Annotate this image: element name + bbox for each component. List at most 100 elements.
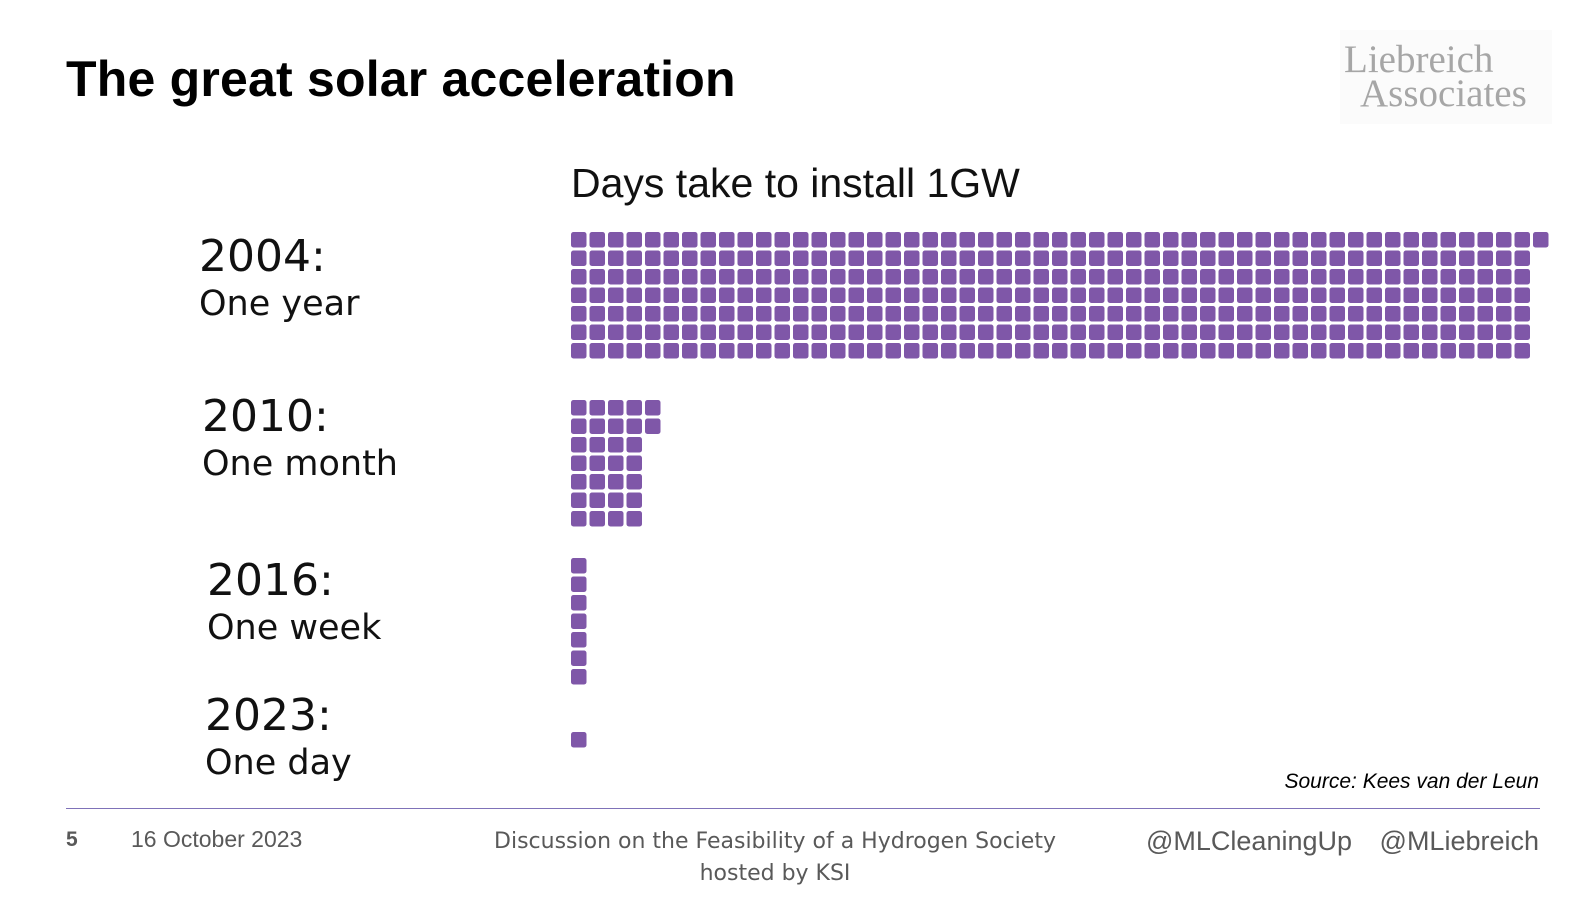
- waffle-day-square: [589, 306, 605, 322]
- waffle-day-square: [719, 306, 735, 322]
- waffle-day-square: [1385, 232, 1401, 248]
- waffle-day-square: [959, 232, 975, 248]
- waffle-day-square: [830, 306, 846, 322]
- waffle-day-square: [1514, 324, 1530, 340]
- waffle-day-square: [700, 250, 716, 266]
- waffle-day-square: [885, 324, 901, 340]
- waffle-day-square: [1292, 269, 1308, 285]
- waffle-day-square: [608, 474, 624, 490]
- waffle-day-square: [626, 324, 642, 340]
- waffle-day-square: [848, 232, 864, 248]
- waffle-day-square: [1218, 324, 1234, 340]
- waffle-day-square: [1089, 250, 1105, 266]
- waffle-day-square: [700, 324, 716, 340]
- waffle-day-square: [571, 455, 587, 471]
- waffle-day-square: [1514, 287, 1530, 303]
- row-label-2010: 2010: One month: [202, 392, 398, 486]
- waffle-day-square: [737, 306, 753, 322]
- footer-handles: @MLCleaningUp @MLiebreich: [1146, 826, 1539, 857]
- waffle-day-square: [1477, 250, 1493, 266]
- waffle-day-square: [1348, 324, 1364, 340]
- waffle-day-square: [1144, 343, 1160, 359]
- waffle-day-square: [1366, 343, 1382, 359]
- waffle-day-square: [1200, 306, 1216, 322]
- waffle-day-square: [1089, 269, 1105, 285]
- waffle-day-square: [1107, 287, 1123, 303]
- row-label-2016: 2016: One week: [207, 556, 381, 650]
- waffle-day-square: [719, 287, 735, 303]
- waffle-day-square: [1181, 232, 1197, 248]
- waffle-day-square: [1107, 324, 1123, 340]
- waffle-day-square: [626, 306, 642, 322]
- waffle-day-square: [959, 269, 975, 285]
- waffle-day-square: [1200, 232, 1216, 248]
- waffle-day-square: [626, 250, 642, 266]
- row-year-2016: 2016:: [207, 555, 334, 606]
- waffle-day-square: [719, 269, 735, 285]
- waffle-day-square: [1033, 287, 1049, 303]
- waffle-day-square: [1292, 232, 1308, 248]
- waffle-day-square: [608, 306, 624, 322]
- waffle-day-square: [1052, 324, 1068, 340]
- waffle-day-square: [867, 250, 883, 266]
- waffle-day-square: [1144, 269, 1160, 285]
- waffle-day-square: [663, 269, 679, 285]
- waffle-day-square: [589, 324, 605, 340]
- waffle-day-square: [885, 343, 901, 359]
- twitter-handle-liebreich[interactable]: @MLiebreich: [1379, 826, 1539, 856]
- waffle-day-square: [1033, 269, 1049, 285]
- waffle-day-square: [1311, 287, 1327, 303]
- waffle-day-square: [885, 250, 901, 266]
- waffle-day-square: [1144, 232, 1160, 248]
- waffle-day-square: [811, 343, 827, 359]
- waffle-day-square: [1126, 306, 1142, 322]
- waffle-day-square: [756, 306, 772, 322]
- waffle-day-square: [867, 232, 883, 248]
- waffle-day-square: [1033, 232, 1049, 248]
- waffle-day-square: [1292, 343, 1308, 359]
- waffle-day-square: [1440, 250, 1456, 266]
- waffle-day-square: [793, 232, 809, 248]
- waffle-day-square: [700, 287, 716, 303]
- waffle-day-square: [1200, 324, 1216, 340]
- waffle-day-square: [1126, 232, 1142, 248]
- waffle-day-square: [1385, 269, 1401, 285]
- waffle-day-square: [1403, 324, 1419, 340]
- waffle-day-square: [571, 269, 587, 285]
- waffle-day-square: [719, 250, 735, 266]
- waffle-day-square: [941, 269, 957, 285]
- waffle-day-square: [682, 232, 698, 248]
- waffle-day-square: [941, 287, 957, 303]
- waffle-day-square: [682, 343, 698, 359]
- waffle-day-square: [663, 324, 679, 340]
- waffle-day-square: [1348, 343, 1364, 359]
- waffle-day-square: [922, 232, 938, 248]
- footer-divider: [66, 808, 1540, 809]
- waffle-day-square: [793, 269, 809, 285]
- waffle-day-square: [1033, 306, 1049, 322]
- waffle-day-square: [1181, 287, 1197, 303]
- waffle-day-square: [1403, 269, 1419, 285]
- page-number: 5: [66, 828, 78, 851]
- waffle-day-square: [1070, 306, 1086, 322]
- waffle-day-square: [1477, 306, 1493, 322]
- logo-line-1: Liebreich: [1344, 38, 1494, 81]
- waffle-day-square: [830, 269, 846, 285]
- waffle-day-square: [1477, 269, 1493, 285]
- row-year-2010: 2010:: [202, 391, 329, 442]
- waffle-day-square: [867, 306, 883, 322]
- waffle-day-square: [885, 232, 901, 248]
- waffle-day-square: [1477, 287, 1493, 303]
- waffle-day-square: [1070, 269, 1086, 285]
- twitter-handle-cleaningup[interactable]: @MLCleaningUp: [1146, 826, 1353, 856]
- waffle-day-square: [1255, 343, 1271, 359]
- waffle-day-square: [626, 269, 642, 285]
- waffle-day-square: [645, 232, 661, 248]
- chart-title: Days take to install 1GW: [571, 160, 1020, 206]
- waffle-day-square: [571, 250, 587, 266]
- waffle-day-square: [978, 269, 994, 285]
- waffle-day-square: [756, 250, 772, 266]
- waffle-day-square: [663, 343, 679, 359]
- waffle-day-square: [1496, 324, 1512, 340]
- waffle-day-square: [626, 511, 642, 527]
